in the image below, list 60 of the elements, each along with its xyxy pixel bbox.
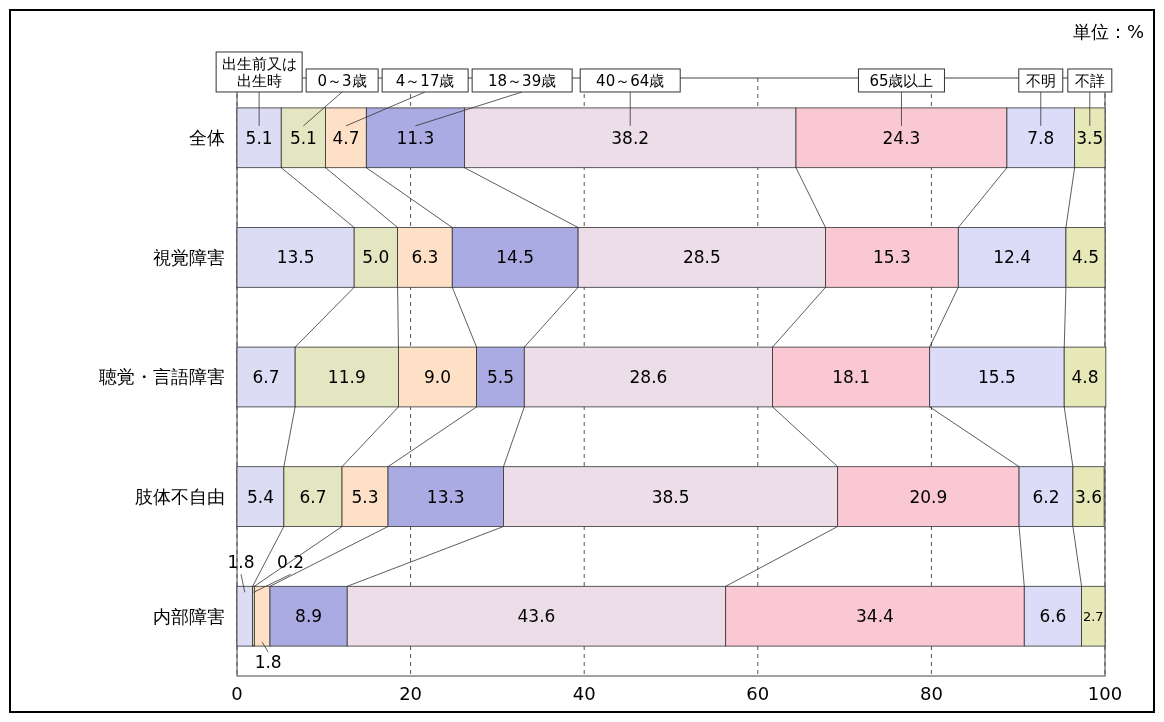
data-label: 15.3	[872, 247, 911, 268]
data-label: 38.2	[611, 127, 650, 148]
data-label: 24.3	[882, 127, 921, 148]
data-label: 15.5	[978, 366, 1016, 387]
data-label: 6.7	[252, 366, 280, 387]
data-label: 2.7	[1082, 608, 1104, 624]
data-label: 6.3	[411, 247, 439, 268]
data-label: 3.5	[1076, 127, 1104, 148]
x-tick-label: 40	[572, 683, 596, 704]
data-label: 34.4	[856, 606, 894, 627]
legend-label: 不詳	[1074, 71, 1105, 90]
y-tick-label: 視覚障害	[153, 246, 225, 268]
y-tick-label: 肢体不自由	[135, 485, 225, 507]
text: 単位：%	[1072, 21, 1144, 42]
data-label: 5.3	[351, 486, 379, 507]
series-label: 不明	[1025, 71, 1056, 90]
data-label: 0.2	[277, 552, 305, 573]
data-label: 6.6	[1039, 606, 1067, 627]
series-label: 出生前又は出生時	[221, 54, 297, 90]
data-label: 28.5	[682, 247, 721, 268]
data-label: 4.5	[1071, 247, 1099, 268]
data-label: 5.0	[362, 247, 390, 268]
x-tick-label: 80	[919, 683, 943, 704]
legend-label: 4～17歳	[395, 71, 455, 90]
data-label: 14.5	[496, 247, 535, 268]
data-label: 13.5	[276, 247, 315, 268]
data-label: 1.8	[254, 652, 282, 673]
data-label: 5.1	[245, 127, 273, 148]
data-label: 4.7	[332, 127, 360, 148]
y-tick-label: 全体	[189, 127, 225, 149]
data-label: 11.3	[396, 127, 435, 148]
data-label: 5.1	[289, 127, 317, 148]
y-tick-label: 内部障害	[153, 605, 225, 627]
data-label: 9.0	[423, 366, 452, 387]
data-label: 1.8	[227, 552, 255, 573]
x-tick-label: 0	[231, 683, 243, 704]
y-tick-label: 聴覚・言語障害	[99, 366, 225, 388]
x-tick-label: 20	[399, 683, 423, 704]
x-tick-label: 60	[746, 683, 770, 704]
x-tick-label: 100	[1087, 683, 1123, 704]
data-label: 5.5	[486, 366, 514, 387]
series-label: 40～64歳	[596, 71, 665, 90]
data-label: 38.5	[651, 486, 690, 507]
data-label: 7.8	[1027, 127, 1055, 148]
data-label: 43.6	[517, 606, 556, 627]
data-label: 12.4	[993, 247, 1032, 268]
data-label: 5.4	[246, 486, 274, 507]
data-label: 3.6	[1074, 486, 1103, 507]
data-label: 8.9	[295, 606, 323, 627]
data-label: 6.2	[1032, 486, 1060, 507]
data-label: 4.8	[1071, 366, 1099, 387]
data-label: 11.9	[327, 366, 366, 387]
series-label: 65歳以上	[869, 71, 934, 90]
data-label: 6.7	[299, 486, 327, 507]
series-label: 0～3歳	[317, 71, 367, 90]
series-label: 18～39歳	[488, 71, 557, 90]
data-label: 13.3	[426, 486, 465, 507]
data-label: 20.9	[909, 486, 948, 507]
data-label: 28.6	[629, 366, 668, 387]
data-label: 18.1	[832, 366, 871, 387]
